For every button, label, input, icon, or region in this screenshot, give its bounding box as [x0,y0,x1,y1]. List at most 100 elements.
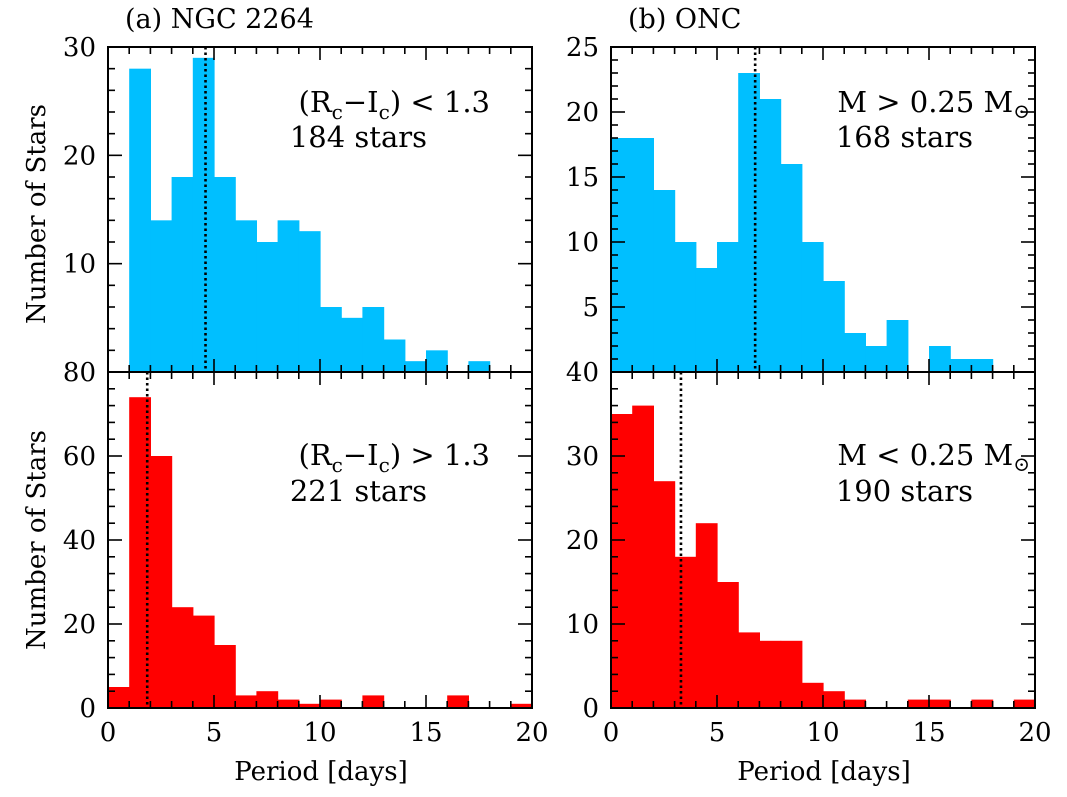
histogram-bar [108,687,130,708]
histogram-bar [929,346,951,372]
y-tick-label: 25 [566,33,599,63]
y-tick-label: 0 [582,694,599,724]
histogram-bar [447,695,469,708]
x-tick-label: 20 [1018,718,1051,748]
histogram-bar [801,682,824,708]
annotation-part: −I [343,438,379,472]
histogram-bar [611,414,633,708]
histogram-bar [780,164,803,372]
histogram-bar [950,359,972,372]
histogram-bar [171,177,194,372]
x-tick-label: 5 [709,718,726,748]
histogram-bar [362,307,385,372]
x-tick-label: 20 [515,718,548,748]
histogram-bar [844,699,866,708]
histogram-bar [738,632,760,708]
histogram-bar [844,333,866,372]
y-tick-label: 60 [63,442,96,472]
histogram-bar [404,361,427,372]
y-tick-label: 10 [63,250,96,280]
histogram-bar [653,190,676,372]
histogram-bar [129,68,151,373]
y-tick-label: 10 [566,610,599,640]
y-tick-label: 20 [63,610,96,640]
annotation-line1: M < 0.25 M⊙ [837,438,1030,476]
annotation-line1: (Rc−Ic) > 1.3 [299,438,491,477]
y-tick-label: 0 [79,694,96,724]
histogram-bar [510,703,533,708]
histogram-bar [383,339,406,372]
histogram-bar [192,615,215,708]
histogram-bar [738,73,760,372]
annotation-part: (R [299,85,333,119]
histogram-bar [320,699,342,708]
histogram-bar [426,350,448,372]
annotation-part: ⊙ [1013,452,1030,476]
annotation-line2: 168 stars [836,120,973,154]
histogram-bar [235,695,257,708]
x-tick-label: 15 [912,718,945,748]
histogram-bar [865,346,888,372]
histogram-bar [298,231,321,372]
histogram-bar [759,99,782,372]
histogram-bar [214,177,236,372]
histogram-bar [256,691,279,708]
y-tick-label: 20 [566,526,599,556]
y-axis-label-top: Number of Stars [22,104,52,324]
annotation-line2: 221 stars [290,474,427,508]
histogram-bar [907,699,930,708]
x-axis-label-right: Period [days] [737,757,910,787]
histogram-bar [823,281,845,372]
x-tick-label: 0 [100,718,117,748]
histogram-bar [886,320,909,372]
histogram-bar [150,456,173,708]
annotation-part: (R [299,438,333,472]
y-tick-label: 40 [63,526,96,556]
annotation-line2: 184 stars [290,120,427,154]
histogram-bar [235,220,257,372]
panel-title-a: (a) NGC 2264 [125,4,314,35]
y-tick-label: 80 [63,358,96,388]
histogram-bar [341,317,363,372]
histogram-bar [653,481,676,708]
annotation-part: ) < 1.3 [390,85,490,119]
histogram-bar [362,695,385,708]
histogram-bar [611,138,633,372]
histogram-bar [320,307,342,372]
histogram-bar [717,582,739,708]
y-tick-label: 20 [566,98,599,128]
histogram-bar [277,699,300,708]
y-axis-label-bottom: Number of Stars [22,430,52,650]
x-tick-label: 0 [603,718,620,748]
y-tick-label: 30 [63,33,96,63]
annotation-part: M < 0.25 M [837,438,1013,472]
y-tick-label: 5 [582,293,599,323]
annotation-line1: M > 0.25 M⊙ [837,85,1030,123]
histogram-bar [1013,699,1036,708]
histogram-bar [150,220,173,372]
histogram-bar [717,242,739,372]
x-axis-label-left: Period [days] [234,757,407,787]
y-tick-label: 40 [566,358,599,388]
y-tick-label: 10 [566,228,599,258]
histogram-bar [256,242,279,372]
x-tick-label: 5 [206,718,223,748]
histogram-bar [674,242,697,372]
histogram-bar [298,703,321,708]
histogram-bar [695,523,718,708]
histogram-bar [632,138,654,372]
histogram-bar [929,699,951,708]
annotation-line1: (Rc−Ic) < 1.3 [299,85,491,124]
histogram-bar [695,268,718,372]
histogram-bar [129,397,151,708]
annotation-part: c [332,453,343,477]
annotation-line2: 190 stars [836,474,973,508]
histogram-bar [192,57,215,372]
annotation-part: c [332,100,343,124]
panel-title-b: (b) ONC [628,4,741,35]
